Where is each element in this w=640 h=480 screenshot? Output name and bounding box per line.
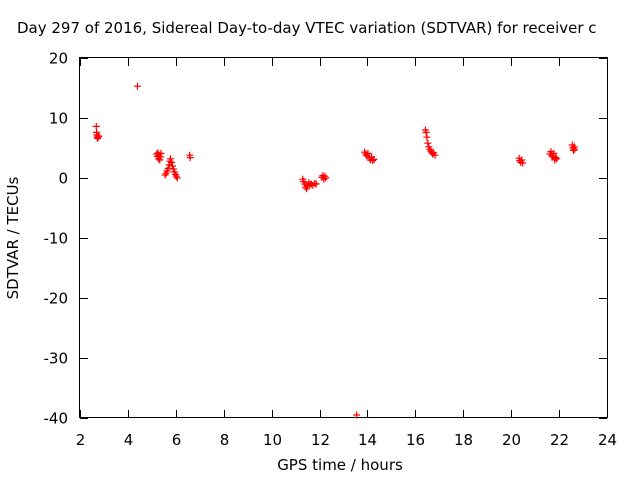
- data-point-plus-marker: [519, 159, 527, 167]
- data-point-plus-marker: [133, 82, 141, 90]
- data-points: [92, 82, 579, 419]
- data-point-plus-marker: [553, 155, 561, 163]
- data-point-plus-marker: [422, 128, 430, 136]
- x-tick-label: 20: [502, 431, 521, 449]
- x-axis-title: GPS time / hours: [277, 456, 403, 474]
- data-point-plus-marker: [92, 122, 100, 130]
- x-tick-label: 10: [263, 431, 282, 449]
- plot-frame: [79, 57, 608, 418]
- data-point-plus-marker: [168, 162, 176, 170]
- data-point-plus-marker: [169, 165, 177, 173]
- y-tick-label: -40: [44, 410, 69, 428]
- y-tick-label: -10: [44, 230, 69, 248]
- x-tick-label: 4: [124, 431, 134, 449]
- data-point-plus-marker: [369, 157, 377, 165]
- data-point-plus-marker: [303, 185, 311, 193]
- y-tick-label: 10: [49, 110, 68, 128]
- data-point-plus-marker: [95, 133, 103, 141]
- x-tick-label: 18: [454, 431, 473, 449]
- data-point-plus-marker: [569, 146, 577, 154]
- y-tick-label: -20: [44, 290, 69, 308]
- data-point-plus-marker: [167, 155, 175, 163]
- x-tick-label: 12: [311, 431, 330, 449]
- data-point-plus-marker: [353, 411, 361, 419]
- chart-title: Day 297 of 2016, Sidereal Day-to-day VTE…: [17, 19, 597, 37]
- data-point-plus-marker: [156, 156, 164, 164]
- data-point-plus-marker: [168, 158, 176, 166]
- data-point-plus-marker: [518, 156, 526, 164]
- y-tick-label: -30: [44, 350, 69, 368]
- y-tick-labels: -40 -30 -20 -10 0 10 20: [44, 50, 69, 428]
- x-tick-label: 24: [598, 431, 617, 449]
- data-point-plus-marker: [431, 151, 439, 159]
- data-point-plus-marker: [322, 174, 330, 182]
- y-tick-label: 20: [49, 50, 68, 68]
- data-point-plus-marker: [423, 133, 431, 141]
- y-tick-label: 0: [58, 170, 68, 188]
- x-tick-label: 16: [406, 431, 425, 449]
- data-point-plus-marker: [370, 155, 378, 163]
- x-tick-labels: 2 4 6 8 10 12 14 16 18 20 22 24: [76, 431, 617, 449]
- x-tick-label: 8: [220, 431, 230, 449]
- data-point-plus-marker: [186, 154, 194, 162]
- x-tick-label: 22: [550, 431, 569, 449]
- x-tick-label: 6: [172, 431, 182, 449]
- data-point-plus-marker: [312, 180, 320, 188]
- data-point-plus-marker: [552, 154, 560, 162]
- data-point-plus-marker: [424, 139, 432, 147]
- data-point-plus-marker: [173, 174, 181, 182]
- data-point-plus-marker: [550, 149, 558, 157]
- y-axis-title: SDTVAR / TECUs: [4, 176, 22, 299]
- data-point-plus-marker: [157, 149, 165, 157]
- x-tick-label: 2: [76, 431, 86, 449]
- data-point-plus-marker: [571, 145, 579, 153]
- data-point-plus-marker: [364, 149, 372, 157]
- x-tick-label: 14: [358, 431, 377, 449]
